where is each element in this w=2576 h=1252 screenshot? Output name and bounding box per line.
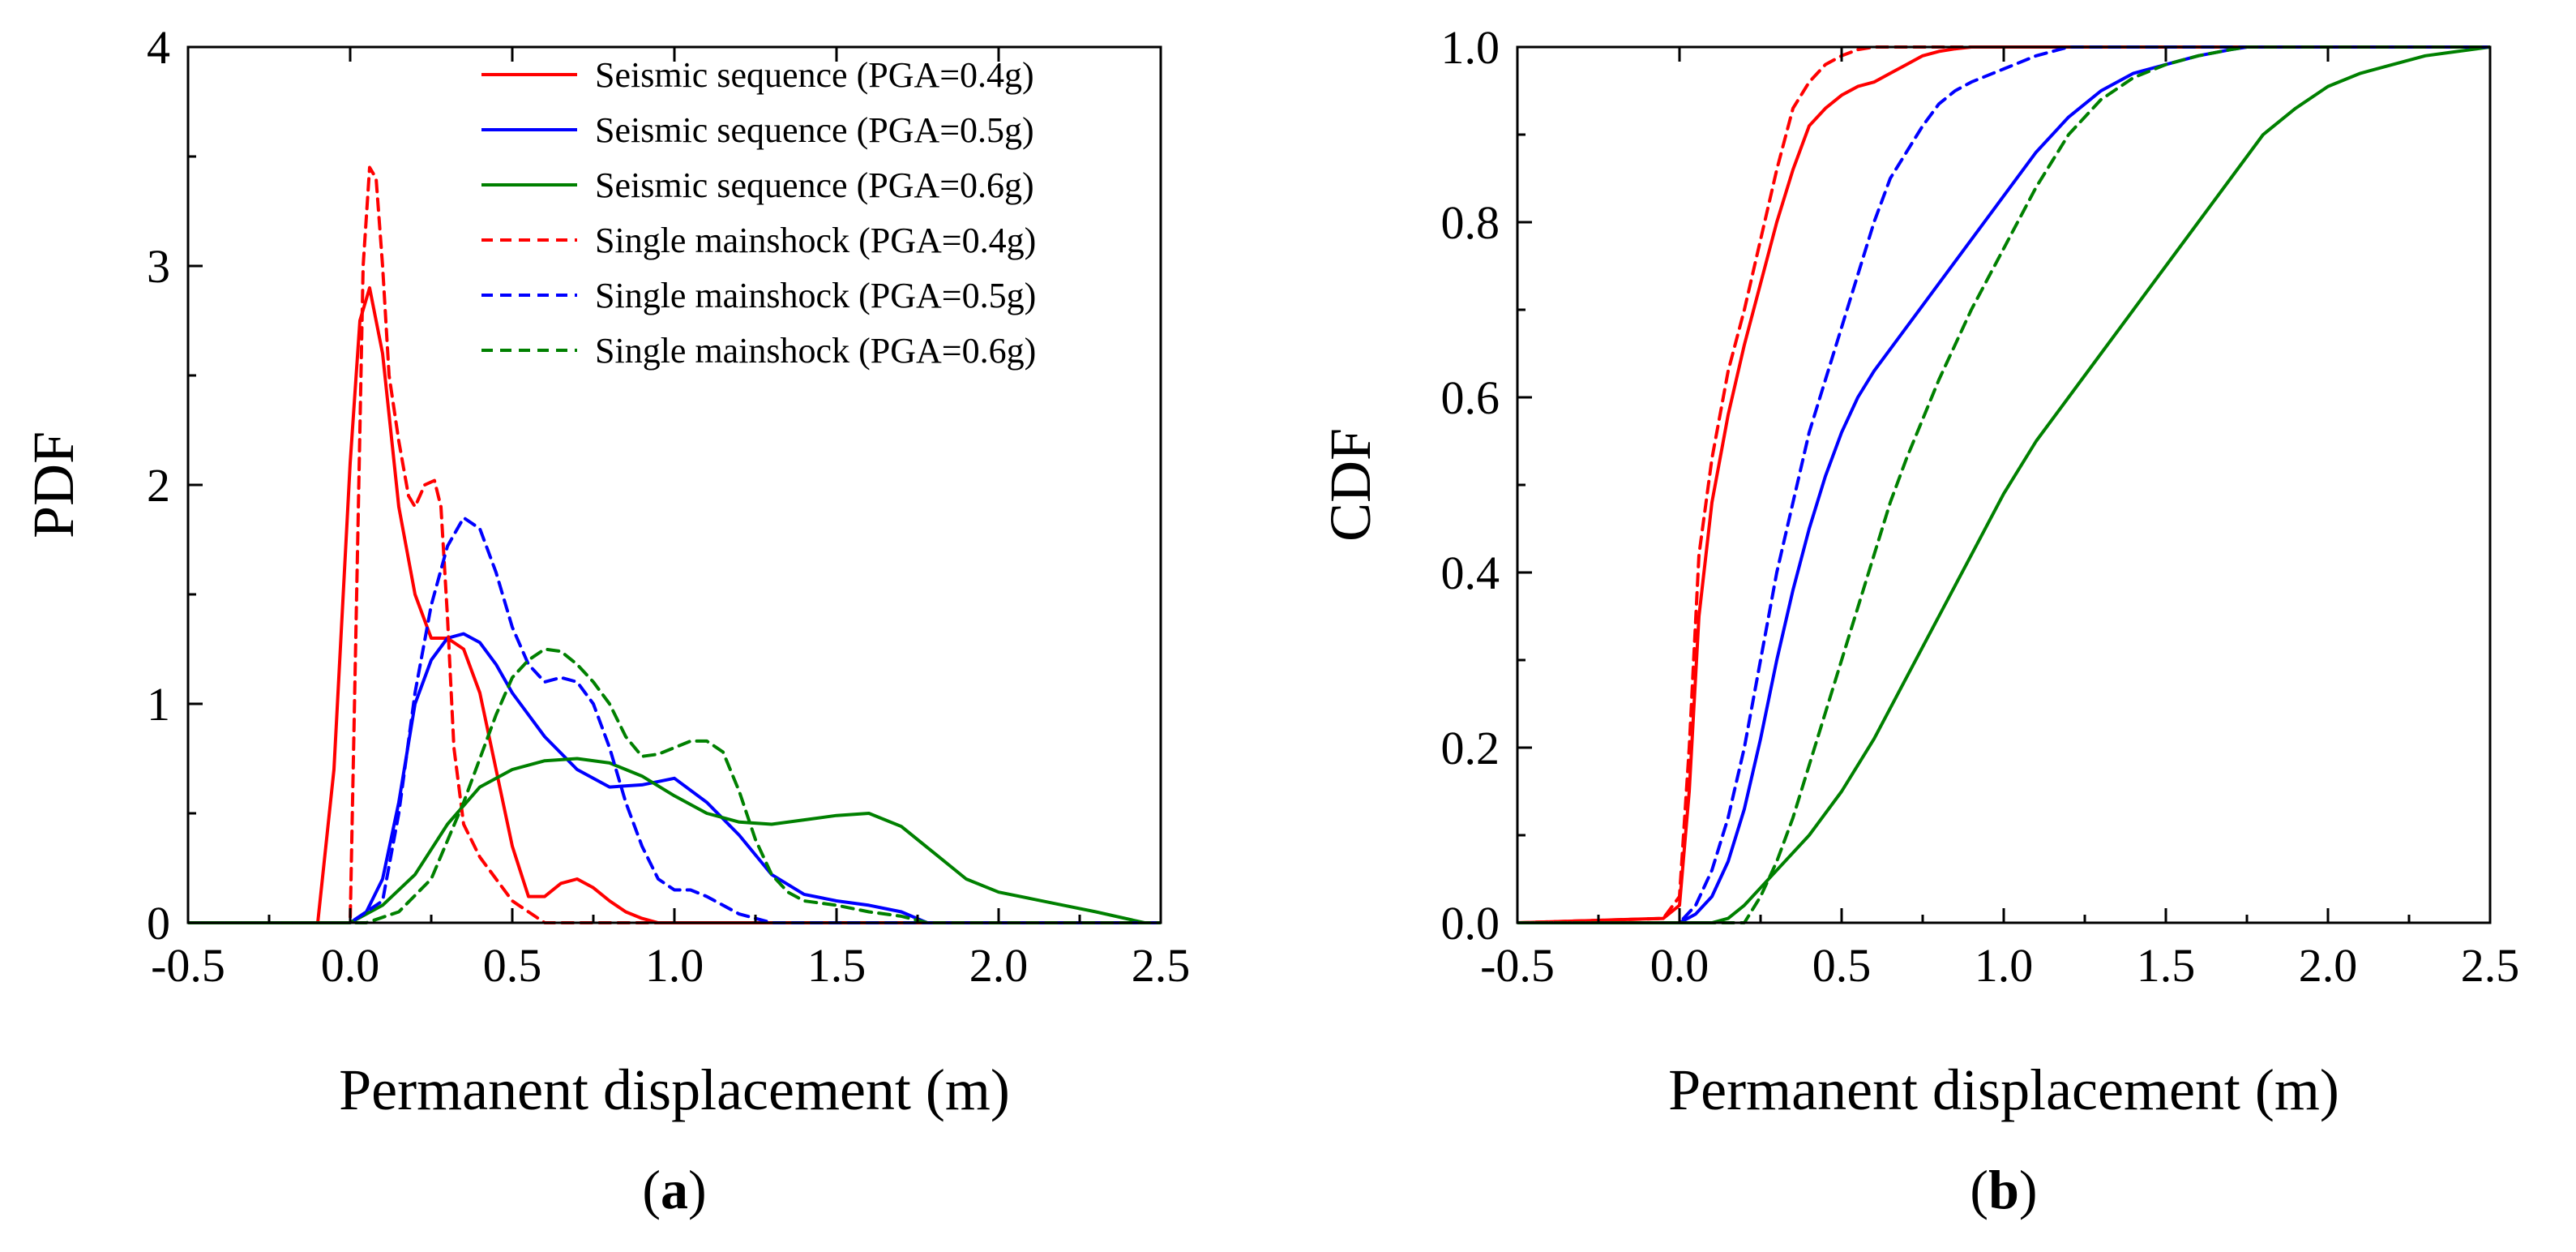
series-group <box>1517 45 2490 924</box>
y-tick-label: 0.8 <box>1441 196 1500 249</box>
x-tick-label: -0.5 <box>1480 939 1555 992</box>
x-tick-label: 0.5 <box>483 939 542 992</box>
series-group <box>188 165 1161 924</box>
x-tick-label: 0.0 <box>1650 939 1709 992</box>
series-line-1 <box>188 286 1161 924</box>
y-tick-label: 1 <box>147 678 170 731</box>
panel-label: (b) <box>1970 1159 2037 1220</box>
x-tick-label: 2.5 <box>1132 939 1191 992</box>
y-tick-label: 1.0 <box>1441 21 1500 74</box>
series-line-2 <box>1517 45 2490 924</box>
series-line-6 <box>1517 45 2490 924</box>
x-axis-title: Permanent displacement (m) <box>339 1057 1010 1122</box>
y-tick-label: 0.6 <box>1441 371 1500 424</box>
legend: Seismic sequence (PGA=0.4g) Seismic seque… <box>481 55 1036 371</box>
x-tick-label: 2.0 <box>969 939 1029 992</box>
y-tick-label: 0 <box>147 897 170 950</box>
panel-a: -0.5 0.0 0.5 1.0 1.5 2.0 2.5 0 1 2 3 4 Permanent dis… <box>21 21 1190 1220</box>
x-tick-label: 1.5 <box>807 939 867 992</box>
legend-label: Single mainshock (PGA=0.6g) <box>595 331 1036 371</box>
y-tick-label: 3 <box>147 240 170 293</box>
panel-label: (a) <box>642 1159 706 1220</box>
series-line-6 <box>188 647 1161 924</box>
legend-label: Seismic sequence (PGA=0.6g) <box>595 165 1034 205</box>
plot-frame <box>1516 45 2492 924</box>
x-tick-label: 1.0 <box>1975 939 2034 992</box>
y-tick-label: 2 <box>147 459 170 512</box>
series-line-3 <box>188 757 1161 924</box>
series-line-1 <box>1517 45 2490 924</box>
y-axis-title: PDF <box>21 431 86 538</box>
y-axis-title: CDF <box>1318 428 1383 542</box>
x-axis-title: Permanent displacement (m) <box>1668 1057 2339 1122</box>
legend-label: Single mainshock (PGA=0.5g) <box>595 276 1036 315</box>
series-line-3 <box>1517 45 2490 924</box>
series-line-5 <box>1517 45 2490 924</box>
x-tick-label: 0.5 <box>1812 939 1872 992</box>
series-line-4 <box>1517 45 2490 924</box>
y-tick-label: 4 <box>147 21 170 74</box>
legend-label: Single mainshock (PGA=0.4g) <box>595 221 1036 260</box>
series-line-4 <box>188 165 1161 924</box>
legend-label: Seismic sequence (PGA=0.5g) <box>595 110 1034 150</box>
x-tick-label: 0.0 <box>321 939 380 992</box>
y-tick-label: 0.4 <box>1441 547 1500 599</box>
y-tick-label: 0.0 <box>1441 897 1500 950</box>
series-line-5 <box>188 516 1161 924</box>
x-tick-label: -0.5 <box>151 939 225 992</box>
legend-label: Seismic sequence (PGA=0.4g) <box>595 55 1034 95</box>
y-tick-label: 0.2 <box>1441 722 1500 774</box>
panel-b: -0.5 0.0 0.5 1.0 1.5 2.0 2.50.00.20.40.60.81.0… <box>1318 21 2519 1220</box>
x-tick-label: 1.5 <box>2137 939 2196 992</box>
x-tick-label: 2.5 <box>2461 939 2520 992</box>
x-tick-label: 1.0 <box>645 939 704 992</box>
x-tick-label: 2.0 <box>2299 939 2358 992</box>
